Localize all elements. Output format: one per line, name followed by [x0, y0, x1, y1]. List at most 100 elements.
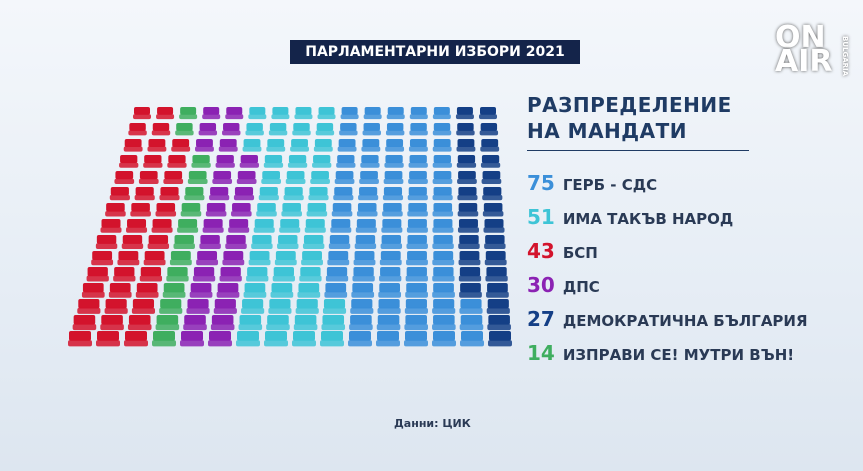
- seat: [484, 251, 507, 266]
- seat: [321, 315, 346, 331]
- seat-back: [314, 139, 332, 147]
- seat-back: [124, 139, 142, 147]
- seat-back: [176, 123, 193, 131]
- seat-base: [183, 323, 207, 331]
- seat: [183, 315, 207, 331]
- seat-back: [197, 251, 218, 261]
- seat: [302, 235, 325, 249]
- seat: [180, 331, 204, 347]
- seat: [295, 299, 319, 314]
- seat: [242, 139, 262, 152]
- seat-base: [277, 243, 299, 249]
- seat-base: [479, 130, 499, 136]
- seat-base: [362, 130, 381, 136]
- seat-back: [206, 203, 226, 212]
- seat-back: [329, 235, 350, 244]
- seat-back: [144, 155, 162, 164]
- seat-back: [382, 219, 402, 228]
- seat-back: [269, 123, 287, 131]
- seat: [320, 331, 344, 347]
- seat: [163, 171, 184, 185]
- seat-back: [249, 251, 270, 261]
- seat-base: [486, 307, 510, 314]
- seat: [108, 283, 132, 298]
- seat-base: [456, 146, 476, 152]
- seat: [151, 219, 173, 233]
- seat-back: [269, 299, 291, 309]
- seat: [404, 299, 428, 314]
- seat-back: [282, 203, 301, 212]
- seat: [268, 299, 292, 314]
- seat-base: [86, 275, 109, 282]
- seat-back: [188, 171, 207, 180]
- seat-base: [480, 146, 500, 152]
- seat-back: [153, 331, 175, 341]
- seat-base: [408, 162, 428, 168]
- seat-base: [358, 194, 379, 201]
- seat-back: [110, 187, 129, 196]
- seat-base: [192, 275, 216, 282]
- seat-base: [340, 114, 359, 120]
- seat-base: [119, 162, 139, 168]
- seat-back: [488, 315, 510, 325]
- seat-back: [264, 155, 283, 164]
- seat: [292, 123, 311, 136]
- seat: [155, 203, 177, 217]
- seat-base: [108, 291, 132, 298]
- seat-back: [249, 107, 266, 115]
- seat-base: [458, 275, 482, 282]
- seat: [480, 155, 501, 168]
- seat-base: [213, 307, 237, 314]
- seat-base: [209, 194, 230, 201]
- seat-base: [210, 323, 235, 331]
- seat-base: [293, 323, 318, 331]
- seat-back: [381, 235, 402, 244]
- seat: [380, 235, 403, 249]
- seat-back: [483, 187, 502, 196]
- seat: [177, 219, 199, 233]
- seat: [210, 315, 235, 331]
- seat-base: [135, 291, 159, 298]
- seat-back: [203, 219, 223, 228]
- seat-back: [125, 331, 147, 341]
- seat-base: [457, 210, 479, 217]
- seat-base: [459, 291, 482, 298]
- seat: [299, 267, 322, 282]
- seat-back: [364, 107, 381, 115]
- seat-back: [148, 139, 166, 147]
- seat-base: [482, 194, 503, 201]
- seat-base: [222, 130, 241, 136]
- seat-base: [301, 259, 323, 266]
- seat: [406, 251, 428, 266]
- seat-back: [237, 171, 256, 180]
- seat: [486, 299, 510, 314]
- seat: [315, 123, 335, 136]
- seat-back: [433, 187, 452, 196]
- seat-back: [459, 251, 480, 261]
- seat-back: [408, 203, 427, 212]
- seat-back: [359, 187, 378, 196]
- seat-back: [407, 251, 427, 261]
- seat: [304, 219, 326, 233]
- subtitle: РАЗПРЕДЕЛЕНИЕ НА МАНДАТИ: [527, 93, 732, 143]
- seat-base: [321, 323, 346, 331]
- seat-base: [432, 259, 455, 266]
- logo: ON AIR BULGARIA: [775, 23, 849, 77]
- seat: [340, 107, 359, 120]
- seat-back: [234, 187, 254, 196]
- seat-base: [333, 194, 354, 201]
- seat-back: [433, 315, 455, 325]
- seat: [258, 187, 279, 201]
- seat-base: [480, 162, 501, 168]
- seat-base: [191, 162, 211, 168]
- seat-base: [163, 178, 184, 185]
- logo-side: BULGARIA: [841, 36, 849, 77]
- seat-base: [245, 130, 264, 136]
- seat: [100, 219, 122, 233]
- seat: [272, 267, 295, 282]
- seat: [432, 251, 455, 266]
- seat-base: [312, 162, 332, 168]
- seat-back: [163, 283, 185, 293]
- seat-back: [311, 171, 329, 180]
- seat-base: [95, 243, 118, 249]
